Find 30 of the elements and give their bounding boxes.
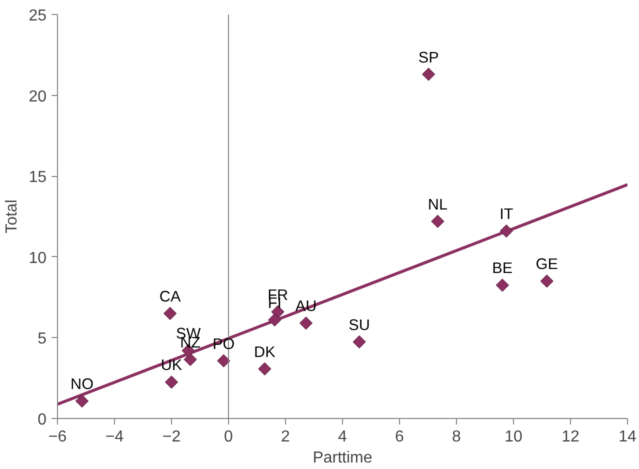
y-tick-label: 5 — [38, 330, 47, 348]
x-tick-label: −4 — [105, 428, 124, 446]
x-tick-label: 12 — [562, 428, 580, 446]
annotation: CA — [159, 288, 182, 306]
annotation: SU — [348, 316, 370, 334]
x-tick-label: 8 — [452, 428, 462, 446]
y-tick-label: 15 — [28, 169, 47, 186]
y-tick-label: 25 — [28, 8, 47, 24]
annotation: SP — [418, 49, 439, 66]
x-tick-label: 14 — [618, 428, 636, 446]
x-tick-label: 10 — [504, 428, 522, 446]
x-tick-label: −2 — [162, 428, 181, 446]
annotation: GE — [536, 256, 558, 274]
y-tick-label: 0 — [38, 412, 47, 428]
annotation: PO — [212, 336, 235, 353]
annotation: DK — [254, 344, 276, 361]
x-tick-label: 0 — [224, 428, 234, 446]
x-axis-title: Parttime — [312, 450, 372, 466]
annotation: IT — [500, 206, 514, 224]
y-tick-label: 10 — [28, 250, 47, 267]
x-tick-label: −6 — [48, 428, 67, 446]
y-axis-title: Total — [4, 200, 21, 234]
x-tick-label: 4 — [338, 428, 348, 446]
annotation: NO — [70, 376, 94, 394]
annotation: NL — [428, 196, 448, 214]
annotation: BE — [492, 260, 513, 278]
annotation: UK — [160, 357, 183, 374]
x-tick-label: 6 — [395, 428, 404, 446]
y-tick-label: 20 — [28, 88, 47, 106]
x-tick-label: 2 — [281, 428, 290, 446]
